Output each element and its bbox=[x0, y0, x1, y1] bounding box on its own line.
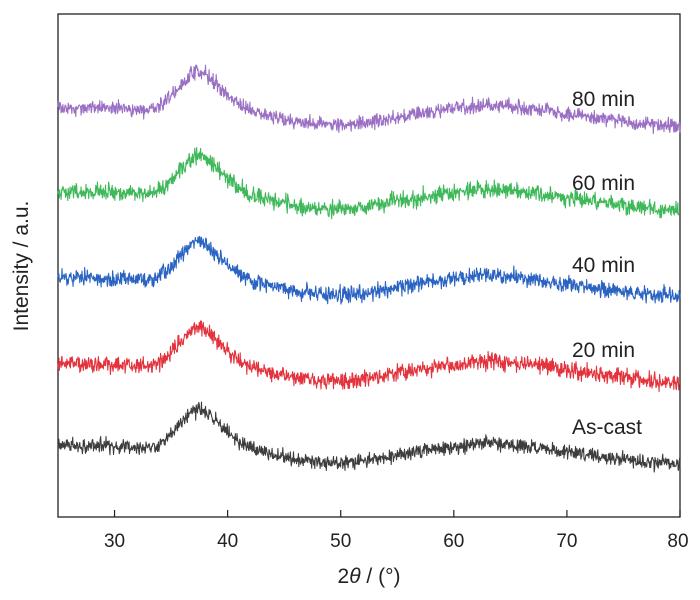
x-tick-label: 30 bbox=[104, 531, 125, 552]
x-tick-label: 80 bbox=[667, 531, 688, 552]
x-tick-label: 40 bbox=[217, 531, 238, 552]
series-line-as-cast bbox=[57, 401, 681, 473]
series-label-80-min: 80 min bbox=[572, 88, 635, 111]
x-tick-label: 50 bbox=[330, 531, 351, 552]
series-label-40-min: 40 min bbox=[572, 254, 635, 277]
series-labels: As-cast 20 min 40 min 60 min 80 min bbox=[572, 88, 642, 439]
plot-frame bbox=[57, 13, 681, 518]
x-axis-title-prefix: 2 bbox=[338, 565, 350, 588]
x-axis: 30 40 50 60 70 80 bbox=[104, 510, 689, 552]
series-line-60-min bbox=[57, 147, 681, 220]
series-line-80-min bbox=[57, 64, 681, 135]
series-line-40-min bbox=[57, 235, 681, 305]
x-axis-title-suffix: / (°) bbox=[361, 565, 401, 588]
x-tick-label: 70 bbox=[556, 531, 577, 552]
series-label-60-min: 60 min bbox=[572, 172, 635, 195]
series-label-20-min: 20 min bbox=[572, 339, 635, 362]
x-tick-label: 60 bbox=[443, 531, 464, 552]
x-axis-title: 2θ / (°) bbox=[338, 565, 401, 588]
series-label-as-cast: As-cast bbox=[572, 416, 642, 439]
series-group bbox=[57, 64, 681, 473]
series-line-20-min bbox=[57, 320, 681, 393]
y-axis-title: Intensity / a.u. bbox=[10, 201, 33, 332]
x-axis-title-symbol: θ bbox=[349, 565, 361, 588]
